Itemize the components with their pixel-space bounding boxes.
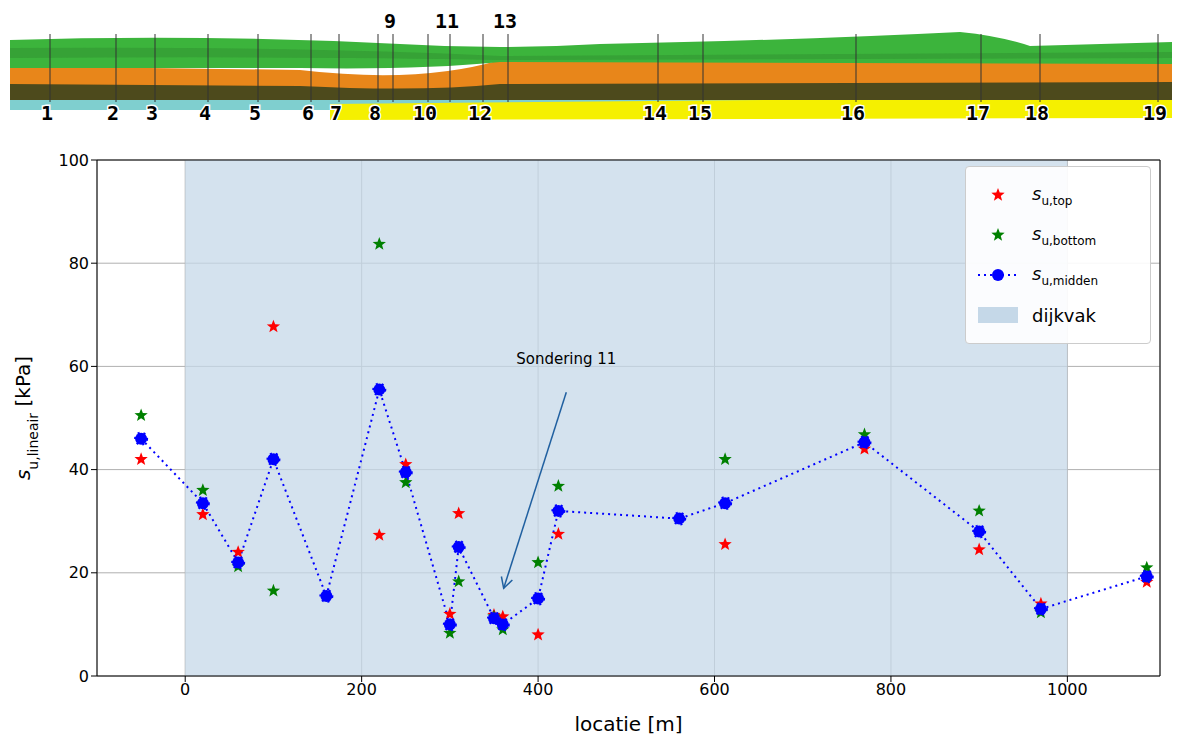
svg-text:0: 0	[79, 667, 89, 686]
svg-text:40: 40	[69, 460, 89, 479]
svg-text:6: 6	[302, 101, 314, 125]
svg-text:100: 100	[58, 151, 89, 170]
svg-text:locatie [m]: locatie [m]	[574, 712, 682, 735]
svg-text:12: 12	[468, 101, 492, 125]
svg-text:1000: 1000	[1047, 680, 1088, 699]
svg-text:3: 3	[146, 101, 158, 125]
svg-text:20: 20	[69, 563, 89, 582]
svg-text:0: 0	[180, 680, 190, 699]
svg-text:1: 1	[41, 101, 53, 125]
svg-text:17: 17	[966, 101, 990, 125]
svg-text:Sondering 11: Sondering 11	[516, 350, 616, 368]
svg-text:14: 14	[643, 101, 667, 125]
html-text:su,bottom: su,bottom	[1032, 222, 1097, 248]
svg-text:16: 16	[841, 101, 865, 125]
svg-text:8: 8	[369, 101, 381, 125]
svg-text:9: 9	[384, 9, 396, 33]
svg-text:19: 19	[1143, 101, 1167, 125]
svg-text:600: 600	[699, 680, 730, 699]
html-text:dijkvak: dijkvak	[1032, 304, 1096, 326]
svg-text:800: 800	[876, 680, 907, 699]
svg-text:11: 11	[435, 9, 459, 33]
svg-text:4: 4	[199, 101, 211, 125]
svg-text:400: 400	[523, 680, 554, 699]
svg-text:7: 7	[330, 101, 342, 125]
svg-text:15: 15	[688, 101, 712, 125]
svg-text:10: 10	[413, 101, 437, 125]
svg-text:2: 2	[107, 101, 119, 125]
svg-text:200: 200	[346, 680, 377, 699]
svg-text:su,lineair [kPa]: su,lineair [kPa]	[11, 356, 41, 480]
svg-text:60: 60	[69, 357, 89, 376]
html-text:su,top: su,top	[1032, 182, 1073, 208]
svg-text:80: 80	[69, 254, 89, 273]
html-text:su,midden: su,midden	[1032, 262, 1099, 288]
svg-text:5: 5	[249, 101, 261, 125]
svg-text:18: 18	[1025, 101, 1049, 125]
svg-text:13: 13	[493, 9, 517, 33]
